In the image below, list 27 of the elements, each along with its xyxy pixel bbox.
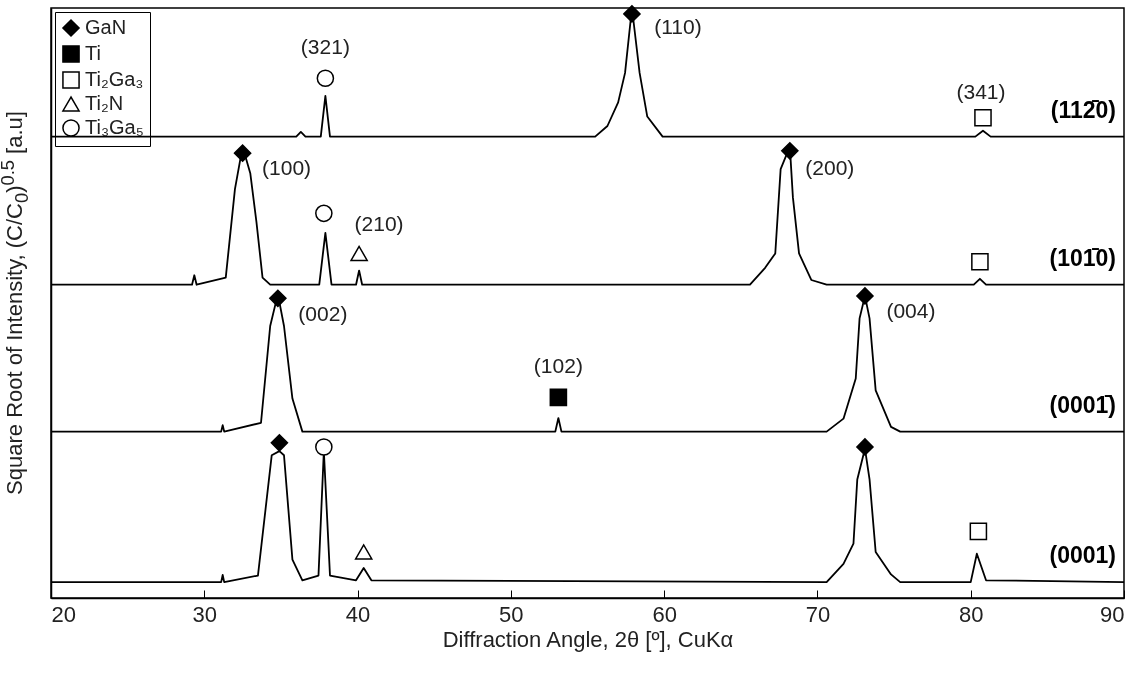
annotation: (210) [354,212,404,236]
legend-label: Ti₂Ga₃ [85,68,144,90]
legend-label: Ti₂N [85,92,124,114]
annotation: (321) [300,35,350,59]
x-tick-label: 90 [1100,601,1125,627]
x-axis-title: Diffraction Angle, 2θ [º], CuKα [442,626,734,652]
annotation: (100) [262,156,312,180]
annotation: (102) [533,354,583,378]
x-tick-label: 30 [192,601,218,627]
series-label: (112̄0) [1050,96,1116,123]
legend-label: Ti₃Ga₅ [85,116,144,138]
series-label: (0001̄) [1049,391,1116,418]
x-tick-label: 80 [958,601,984,627]
x-tick-label: 50 [499,601,524,627]
annotation: (200) [805,155,855,179]
x-tick-label: 40 [345,601,371,627]
annotation: (004) [886,298,936,322]
x-tick-label: 20 [51,601,76,627]
annotation: (110) [654,14,702,38]
annotation: (002) [298,302,348,326]
legend-label: GaN [85,16,127,38]
series-label: (0001) [1049,542,1116,569]
legend-label: Ti [85,42,101,64]
series-label: (101̄0) [1049,244,1116,271]
x-tick-label: 70 [805,601,831,627]
annotation: (341) [956,79,1006,103]
x-tick-label: 60 [652,601,677,627]
